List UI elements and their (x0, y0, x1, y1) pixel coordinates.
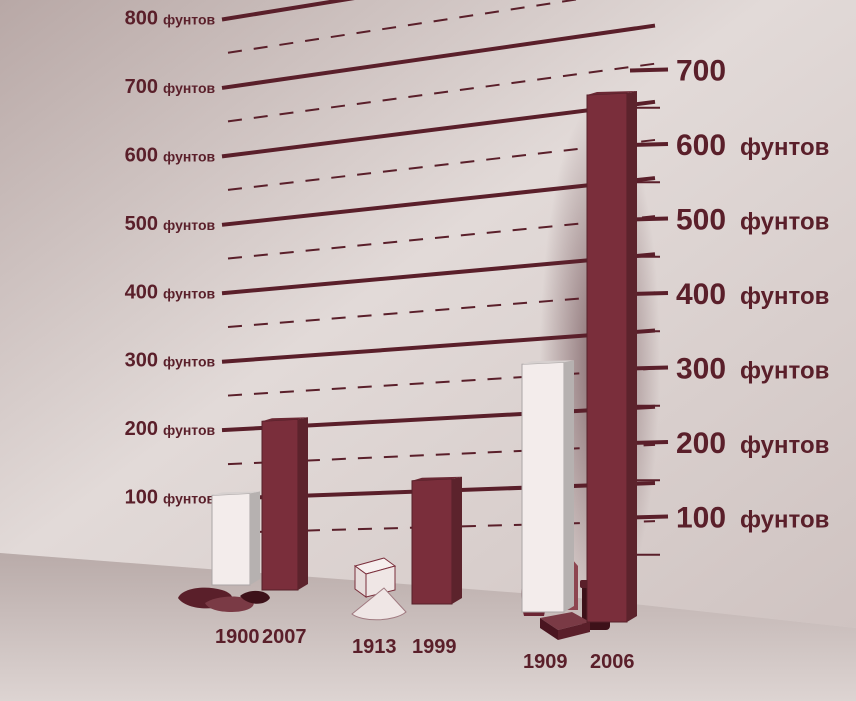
gridline-major (221, 23, 656, 90)
left-tick-label: 700 (125, 76, 158, 98)
gridline-minor (227, 62, 656, 123)
right-tick-label: 600 (676, 129, 726, 162)
right-tick-label: 700 (676, 55, 726, 88)
year-labels: 1900 2007 1913 1999 1909 2006 (215, 626, 635, 673)
gridline-major (221, 0, 355, 22)
right-tick-unit: фунтов (740, 358, 829, 385)
left-tick-unit: фунтов (163, 285, 216, 301)
bars (211, 91, 637, 623)
right-tick-label: 100 (676, 502, 726, 535)
left-tick-label: 500 (125, 213, 158, 235)
right-tick-unit: фунтов (740, 134, 829, 161)
left-tick-label: 600 (125, 144, 158, 166)
left-tick-label: 800 (125, 7, 158, 29)
right-tick-unit: фунтов (740, 283, 829, 310)
shoe-icon (178, 587, 270, 612)
gridline-minor (227, 138, 656, 191)
left-tick-label: 400 (125, 281, 158, 303)
left-tick-unit: фунтов (163, 11, 216, 27)
right-tick-label: 500 (676, 204, 726, 237)
right-tick-unit: фунтов (740, 209, 829, 236)
bar-1909 (521, 360, 574, 613)
bar-2007 (261, 417, 308, 591)
bar-2006 (586, 91, 637, 623)
sugar-pile-icon (351, 587, 407, 621)
year-label: 1913 (352, 636, 397, 658)
gridline-minor (227, 215, 656, 260)
year-label: 1900 (215, 626, 260, 648)
left-tick-unit: фунтов (163, 422, 216, 438)
gridline-major (221, 252, 656, 296)
left-tick-label: 200 (125, 418, 158, 440)
gridline-major (221, 99, 656, 159)
left-tick-unit: фунтов (163, 80, 216, 96)
bar-1900 (211, 491, 260, 586)
gridline-minor (227, 443, 656, 466)
gridline-minor (227, 291, 656, 329)
bar-1999 (411, 476, 462, 605)
right-tick-label: 400 (676, 278, 726, 311)
gridline-minor (227, 0, 580, 54)
right-tick-label: 300 (676, 353, 726, 386)
year-label: 1909 (523, 651, 568, 673)
left-tick-unit: фунтов (163, 491, 216, 507)
crate-icon (540, 612, 590, 640)
year-label: 2006 (590, 651, 635, 673)
box-icon (353, 557, 397, 598)
gridline-major (221, 176, 656, 227)
left-tick-label: 100 (125, 487, 158, 509)
left-tick-unit: фунтов (163, 354, 216, 370)
axis-labels: 100 фунтов 200 фунтов 300 фунтов 400 фунтов 500 ф… (125, 7, 830, 534)
left-tick-unit: фунтов (163, 217, 216, 233)
left-tick-unit: фунтов (163, 148, 216, 164)
year-label: 2007 (262, 626, 307, 648)
right-tick-unit: фунтов (740, 507, 829, 534)
gridline-major (221, 328, 656, 364)
right-tick-mark (629, 67, 669, 73)
right-tick-unit: фунтов (740, 432, 829, 459)
left-tick-label: 300 (125, 350, 158, 372)
right-tick-label: 200 (676, 427, 726, 460)
year-label: 1999 (412, 636, 457, 658)
gridline-minor (227, 367, 656, 397)
